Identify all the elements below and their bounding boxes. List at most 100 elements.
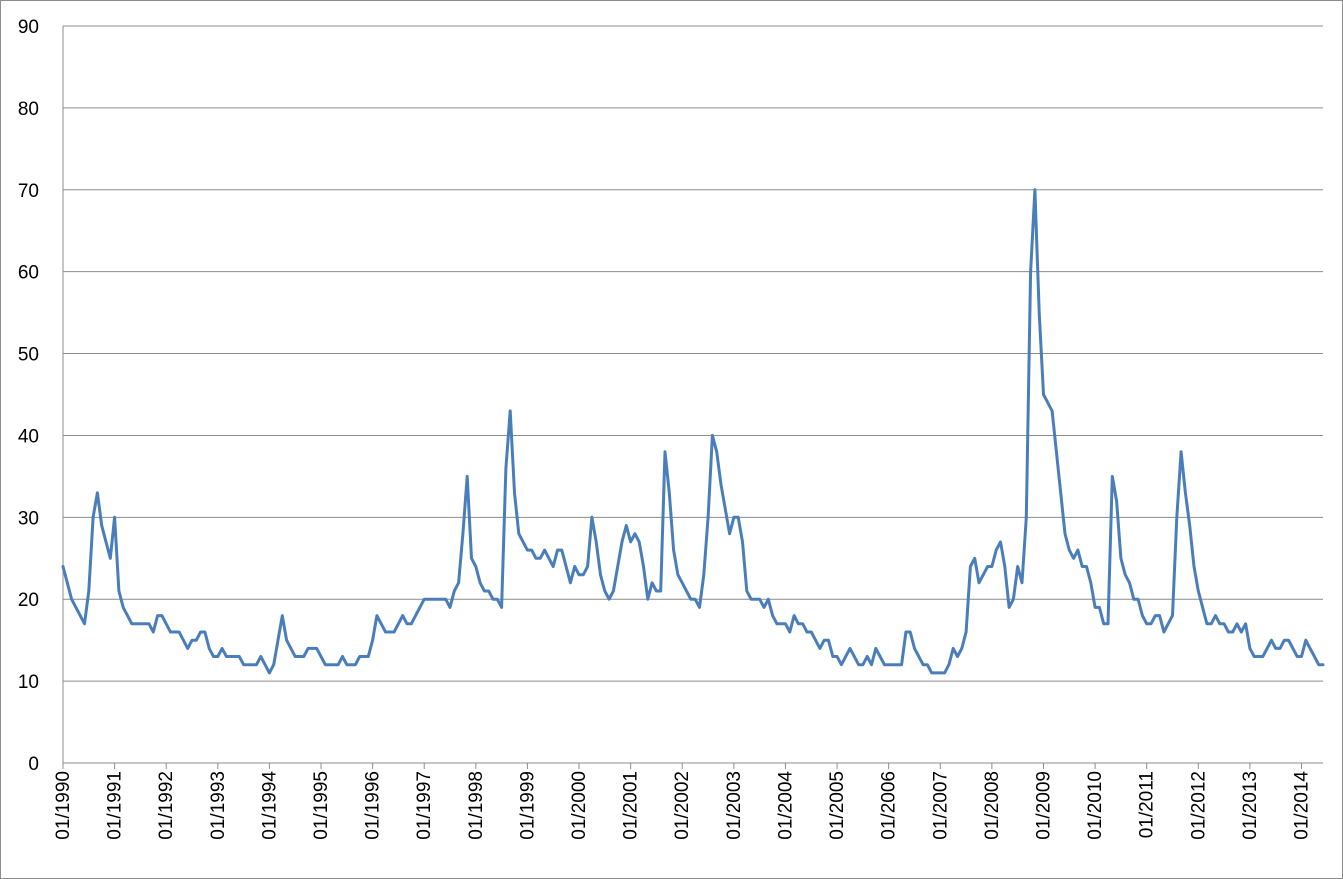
data-point xyxy=(466,475,468,477)
data-point xyxy=(1042,393,1045,396)
data-point xyxy=(92,516,94,518)
data-point xyxy=(148,623,150,625)
data-point xyxy=(1077,549,1079,551)
data-point xyxy=(1004,565,1006,568)
data-point xyxy=(458,582,460,584)
data-point xyxy=(1012,598,1015,600)
data-point xyxy=(724,508,726,510)
data-point xyxy=(118,590,120,592)
x-tick-label: 01/2008 xyxy=(982,771,1003,840)
data-point xyxy=(935,672,937,674)
series-layer xyxy=(61,188,1325,675)
data-point xyxy=(1206,623,1208,625)
data-point xyxy=(1171,615,1174,617)
data-point xyxy=(694,598,696,600)
data-point xyxy=(191,639,193,641)
data-point xyxy=(453,590,455,592)
data-point xyxy=(114,516,116,518)
data-point xyxy=(410,623,412,625)
data-point xyxy=(384,631,387,633)
data-point xyxy=(483,590,485,592)
data-point xyxy=(737,516,739,518)
data-point xyxy=(608,598,610,600)
data-point xyxy=(225,655,227,658)
data-point xyxy=(875,647,877,650)
data-point xyxy=(359,655,361,658)
data-point xyxy=(832,655,834,658)
data-point xyxy=(479,582,481,584)
data-point xyxy=(780,623,782,625)
data-point xyxy=(703,574,705,576)
data-point xyxy=(1283,639,1285,641)
data-point xyxy=(406,623,408,625)
x-tick-label: 01/2014 xyxy=(1291,771,1312,840)
data-point xyxy=(1068,549,1070,551)
data-point xyxy=(204,631,206,633)
data-point xyxy=(634,533,636,535)
data-point xyxy=(827,639,830,641)
data-point xyxy=(948,664,950,666)
data-point xyxy=(208,647,210,650)
data-point xyxy=(436,598,438,600)
x-tick-label: 01/2001 xyxy=(621,771,642,840)
axes xyxy=(62,26,1323,764)
data-point xyxy=(612,590,615,592)
data-point xyxy=(819,647,821,650)
data-point xyxy=(367,655,369,658)
data-point xyxy=(157,615,159,617)
data-point xyxy=(230,655,232,658)
data-point xyxy=(316,647,318,650)
data-point xyxy=(1227,631,1229,633)
data-point xyxy=(268,672,270,674)
data-point xyxy=(1017,565,1019,568)
data-point xyxy=(729,533,731,535)
data-point xyxy=(1060,492,1062,494)
data-point xyxy=(165,623,167,625)
data-point xyxy=(1292,647,1294,650)
data-point xyxy=(651,582,653,584)
data-point xyxy=(621,541,623,543)
data-point xyxy=(427,598,430,600)
data-point xyxy=(625,524,627,527)
x-tick-label: 01/2011 xyxy=(1137,771,1158,838)
data-point xyxy=(535,557,537,559)
x-tick-label: 01/1993 xyxy=(208,771,229,840)
data-point xyxy=(423,598,425,600)
data-point xyxy=(604,590,606,592)
data-point xyxy=(1137,598,1139,600)
data-point xyxy=(144,623,146,625)
data-point xyxy=(655,590,658,592)
data-point xyxy=(595,541,597,543)
data-point xyxy=(1249,647,1251,650)
data-point xyxy=(1107,623,1109,625)
data-point xyxy=(522,541,524,543)
data-point xyxy=(243,664,245,666)
data-point xyxy=(883,664,886,666)
data-point xyxy=(341,655,344,658)
x-tick-label: 01/1999 xyxy=(517,771,538,840)
data-point xyxy=(71,598,73,600)
data-point xyxy=(720,484,722,486)
data-point xyxy=(1288,639,1290,641)
data-point xyxy=(892,664,894,666)
data-point xyxy=(939,672,941,674)
data-point xyxy=(961,647,963,650)
data-point xyxy=(247,664,249,666)
data-point xyxy=(565,565,567,568)
data-point xyxy=(131,623,133,625)
data-point xyxy=(286,639,288,641)
data-point xyxy=(772,615,774,617)
data-point xyxy=(969,565,972,568)
data-point xyxy=(333,664,335,666)
data-point xyxy=(307,647,309,650)
data-point xyxy=(862,664,864,666)
data-point xyxy=(501,606,503,609)
data-point xyxy=(174,631,176,633)
x-tick-label: 01/1998 xyxy=(466,771,487,840)
data-point xyxy=(1090,582,1092,584)
data-point xyxy=(1163,631,1165,633)
data-point xyxy=(578,574,580,576)
data-point xyxy=(587,565,589,568)
data-point xyxy=(763,606,765,609)
data-point xyxy=(273,664,275,666)
